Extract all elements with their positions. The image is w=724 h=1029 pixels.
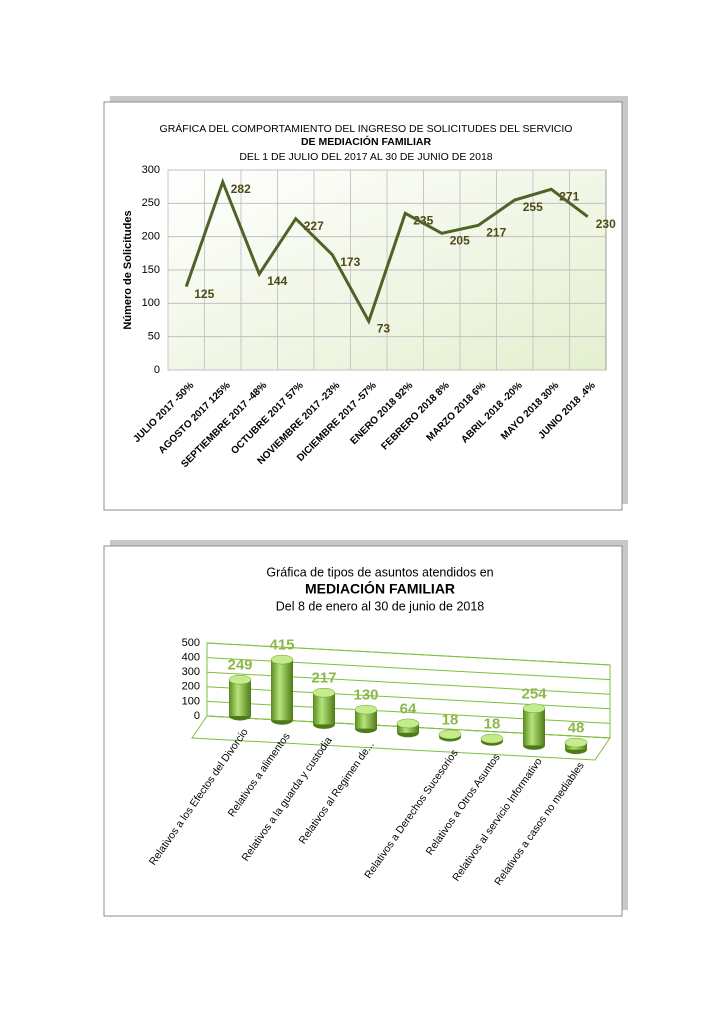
bar-top — [354, 704, 378, 715]
y-tick-label: 200 — [182, 681, 200, 693]
y-tick-label: 0 — [154, 364, 160, 376]
data-label: 217 — [311, 670, 336, 687]
bar — [229, 679, 251, 716]
grid-line — [206, 642, 611, 666]
data-label: 73 — [377, 322, 391, 336]
y-tick-label: 300 — [142, 164, 160, 176]
chart-title: Gráfica de tipos de asuntos atendidos en — [266, 565, 493, 579]
y-tick-label: 200 — [142, 231, 160, 243]
bar — [523, 708, 545, 746]
bar-top — [438, 729, 462, 740]
bar — [271, 659, 293, 721]
bar-top — [396, 718, 420, 729]
bar-top — [480, 733, 504, 744]
y-tick-label: 250 — [142, 197, 160, 209]
data-label: 254 — [521, 685, 547, 702]
data-label: 18 — [484, 716, 501, 733]
y-tick-label: 300 — [182, 666, 200, 678]
data-label: 173 — [340, 255, 360, 269]
y-tick-label: 100 — [142, 297, 160, 309]
data-label: 249 — [227, 657, 252, 674]
chart-title: GRÁFICA DEL COMPORTAMIENTO DEL INGRESO D… — [160, 122, 573, 135]
y-tick-label: 50 — [148, 331, 160, 343]
bar-top — [522, 703, 546, 714]
data-label: 415 — [269, 637, 294, 654]
data-label: 217 — [486, 226, 506, 240]
bar — [355, 709, 377, 729]
bar-top — [312, 687, 336, 698]
y-axis-label: Número de Solicitudes — [122, 210, 134, 329]
chart-title: DEL 1 DE JULIO DEL 2017 AL 30 DE JUNIO D… — [239, 151, 492, 163]
bar-top — [228, 674, 252, 685]
data-label: 130 — [353, 687, 378, 704]
data-label: 255 — [523, 200, 543, 214]
data-label: 230 — [596, 217, 616, 231]
y-tick-label: 100 — [182, 695, 200, 707]
data-label: 64 — [400, 700, 417, 717]
data-label: 144 — [267, 274, 287, 288]
bar-top — [564, 737, 588, 748]
chart-title: MEDIACIÓN FAMILIAR — [305, 580, 455, 597]
data-label: 125 — [194, 287, 214, 301]
data-label: 18 — [442, 711, 459, 728]
data-label: 235 — [413, 214, 433, 228]
chart-title: DE MEDIACIÓN FAMILIAR — [301, 135, 431, 148]
data-label: 205 — [450, 234, 470, 248]
bar-top — [270, 654, 294, 665]
y-tick-label: 400 — [182, 652, 200, 664]
data-label: 48 — [568, 720, 585, 737]
y-tick-label: 500 — [182, 637, 200, 649]
chart-title: Del 8 de enero al 30 de junio de 2018 — [276, 599, 485, 613]
y-tick-label: 150 — [142, 264, 160, 276]
y-tick-label: 0 — [194, 710, 200, 722]
bar — [313, 692, 335, 725]
data-label: 227 — [304, 219, 324, 233]
data-line — [184, 177, 589, 326]
data-label: 282 — [231, 182, 251, 196]
